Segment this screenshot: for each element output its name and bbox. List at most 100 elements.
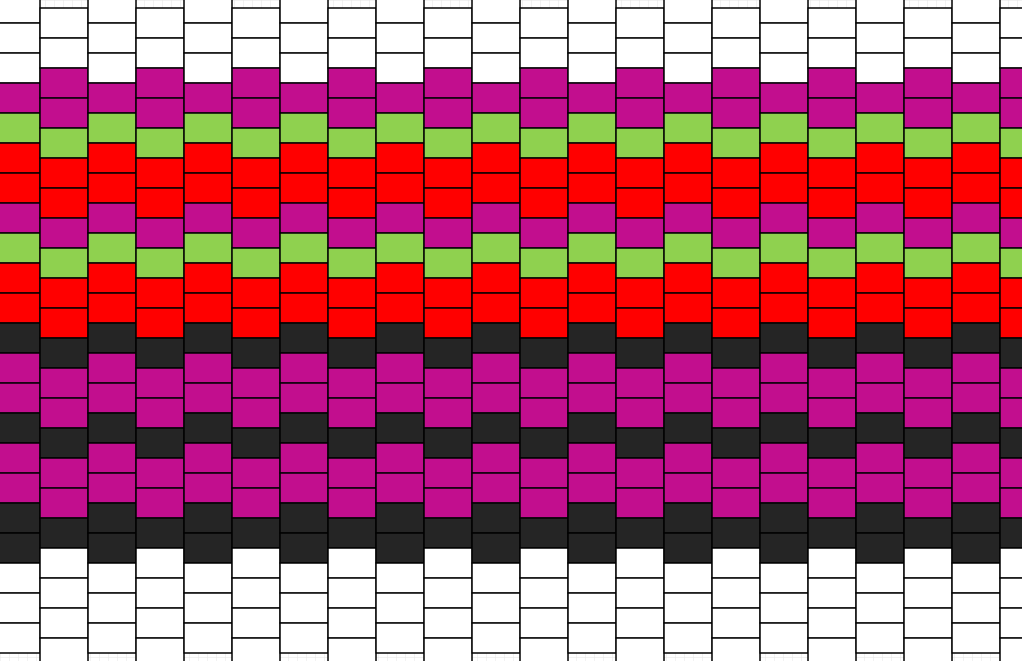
bead — [615, 157, 665, 189]
bead — [903, 157, 953, 189]
bead — [231, 367, 281, 399]
bead — [135, 307, 185, 339]
bead — [39, 37, 89, 69]
bead — [519, 547, 569, 579]
bead — [231, 607, 281, 639]
bead — [135, 577, 185, 609]
bead — [39, 397, 89, 429]
bead — [39, 187, 89, 219]
bead — [0, 502, 41, 534]
bead — [39, 607, 89, 639]
bead — [375, 562, 425, 594]
bead — [759, 232, 809, 264]
bead — [855, 382, 905, 414]
bead — [999, 637, 1022, 661]
bead — [231, 67, 281, 99]
bead — [855, 142, 905, 174]
bead — [567, 292, 617, 324]
bead — [87, 22, 137, 54]
bead — [567, 382, 617, 414]
bead — [999, 277, 1022, 309]
bead — [567, 622, 617, 654]
bead — [567, 22, 617, 54]
bead — [183, 442, 233, 474]
bead — [39, 7, 89, 39]
bead — [0, 172, 41, 204]
bead — [135, 187, 185, 219]
bead — [519, 247, 569, 279]
bead — [999, 577, 1022, 609]
bead — [663, 142, 713, 174]
bead — [279, 22, 329, 54]
bead — [663, 82, 713, 114]
bead — [711, 367, 761, 399]
bead — [663, 202, 713, 234]
bead — [663, 172, 713, 204]
bead — [759, 142, 809, 174]
bead — [999, 397, 1022, 429]
bead — [615, 127, 665, 159]
bead — [183, 352, 233, 384]
bead — [951, 22, 1001, 54]
bead — [999, 97, 1022, 129]
bead — [135, 67, 185, 99]
bead — [327, 637, 377, 661]
bead — [423, 187, 473, 219]
bead — [471, 232, 521, 264]
bead — [327, 547, 377, 579]
bead — [663, 412, 713, 444]
bead — [327, 397, 377, 429]
bead — [375, 112, 425, 144]
bead — [183, 562, 233, 594]
bead — [519, 67, 569, 99]
bead — [39, 577, 89, 609]
bead — [855, 472, 905, 504]
bead — [711, 157, 761, 189]
bead — [567, 202, 617, 234]
bead — [903, 187, 953, 219]
bead — [615, 7, 665, 39]
bead — [759, 0, 809, 24]
bead — [663, 112, 713, 144]
bead — [903, 487, 953, 519]
bead — [423, 397, 473, 429]
bead — [0, 22, 41, 54]
bead — [375, 232, 425, 264]
bead — [807, 367, 857, 399]
bead — [231, 37, 281, 69]
bead — [807, 307, 857, 339]
bead — [951, 472, 1001, 504]
bead — [807, 277, 857, 309]
bead — [519, 157, 569, 189]
bead — [135, 517, 185, 549]
bead — [0, 592, 41, 624]
bead — [0, 0, 41, 24]
bead — [87, 412, 137, 444]
bead — [471, 82, 521, 114]
bead — [903, 307, 953, 339]
bead — [183, 292, 233, 324]
bead — [87, 262, 137, 294]
bead — [0, 52, 41, 84]
bead — [903, 397, 953, 429]
bead — [87, 202, 137, 234]
bead — [39, 517, 89, 549]
bead — [231, 637, 281, 661]
bead — [807, 487, 857, 519]
bead — [39, 67, 89, 99]
bead — [375, 0, 425, 24]
bead — [327, 67, 377, 99]
bead — [759, 562, 809, 594]
bead — [855, 352, 905, 384]
bead — [183, 382, 233, 414]
bead — [279, 82, 329, 114]
bead — [327, 157, 377, 189]
bead — [951, 382, 1001, 414]
bead — [999, 547, 1022, 579]
bead — [423, 487, 473, 519]
bead — [423, 337, 473, 369]
bead — [183, 202, 233, 234]
bead — [855, 112, 905, 144]
bead — [183, 0, 233, 24]
bead — [423, 307, 473, 339]
